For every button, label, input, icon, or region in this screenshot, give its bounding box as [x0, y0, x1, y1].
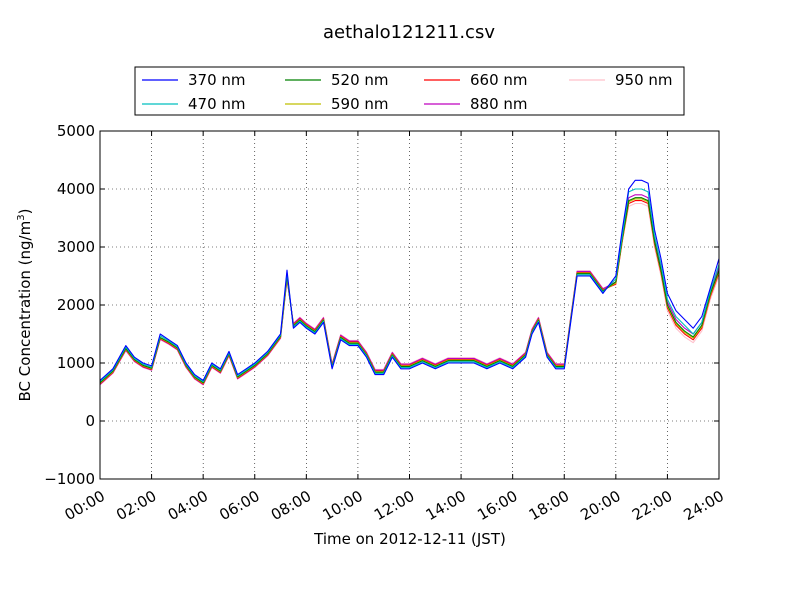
- y-tick-label: 2000: [57, 296, 95, 314]
- legend-box: [134, 66, 685, 116]
- y-axis: −1000 0 1000 2000 3000 4000 5000: [44, 122, 719, 488]
- y-tick-label: 5000: [57, 122, 95, 140]
- y-tick-label: 4000: [57, 180, 95, 198]
- x-axis-title: Time on 2012-12-11 (JST): [313, 530, 506, 548]
- series-line-370-nm: [99, 179, 720, 381]
- y-axis-title-end: ): [16, 209, 34, 215]
- y-axis-title-main: BC Concentration (ng/m: [16, 221, 34, 402]
- legend-label: 370 nm: [188, 71, 246, 89]
- legend-label: 950 nm: [615, 71, 673, 89]
- legend-label: 470 nm: [188, 95, 246, 113]
- y-tick-label: 3000: [57, 238, 95, 256]
- y-axis-title-superscript: 3: [16, 214, 27, 220]
- series-lines: [99, 179, 720, 386]
- y-tick-label: −1000: [44, 470, 95, 488]
- legend-label: 880 nm: [470, 95, 528, 113]
- legend-label: 520 nm: [331, 71, 389, 89]
- y-tick-label: 1000: [57, 354, 95, 372]
- legend: 370 nm 470 nm 520 nm 590 nm 660 nm 880 nm 950 …: [134, 66, 685, 116]
- legend-label: 660 nm: [470, 71, 528, 89]
- y-tick-label: 0: [85, 412, 95, 430]
- legend-label: 590 nm: [331, 95, 389, 113]
- chart-title: aethalo121211.csv: [323, 22, 495, 43]
- y-axis-title: BC Concentration (ng/m3): [16, 209, 34, 402]
